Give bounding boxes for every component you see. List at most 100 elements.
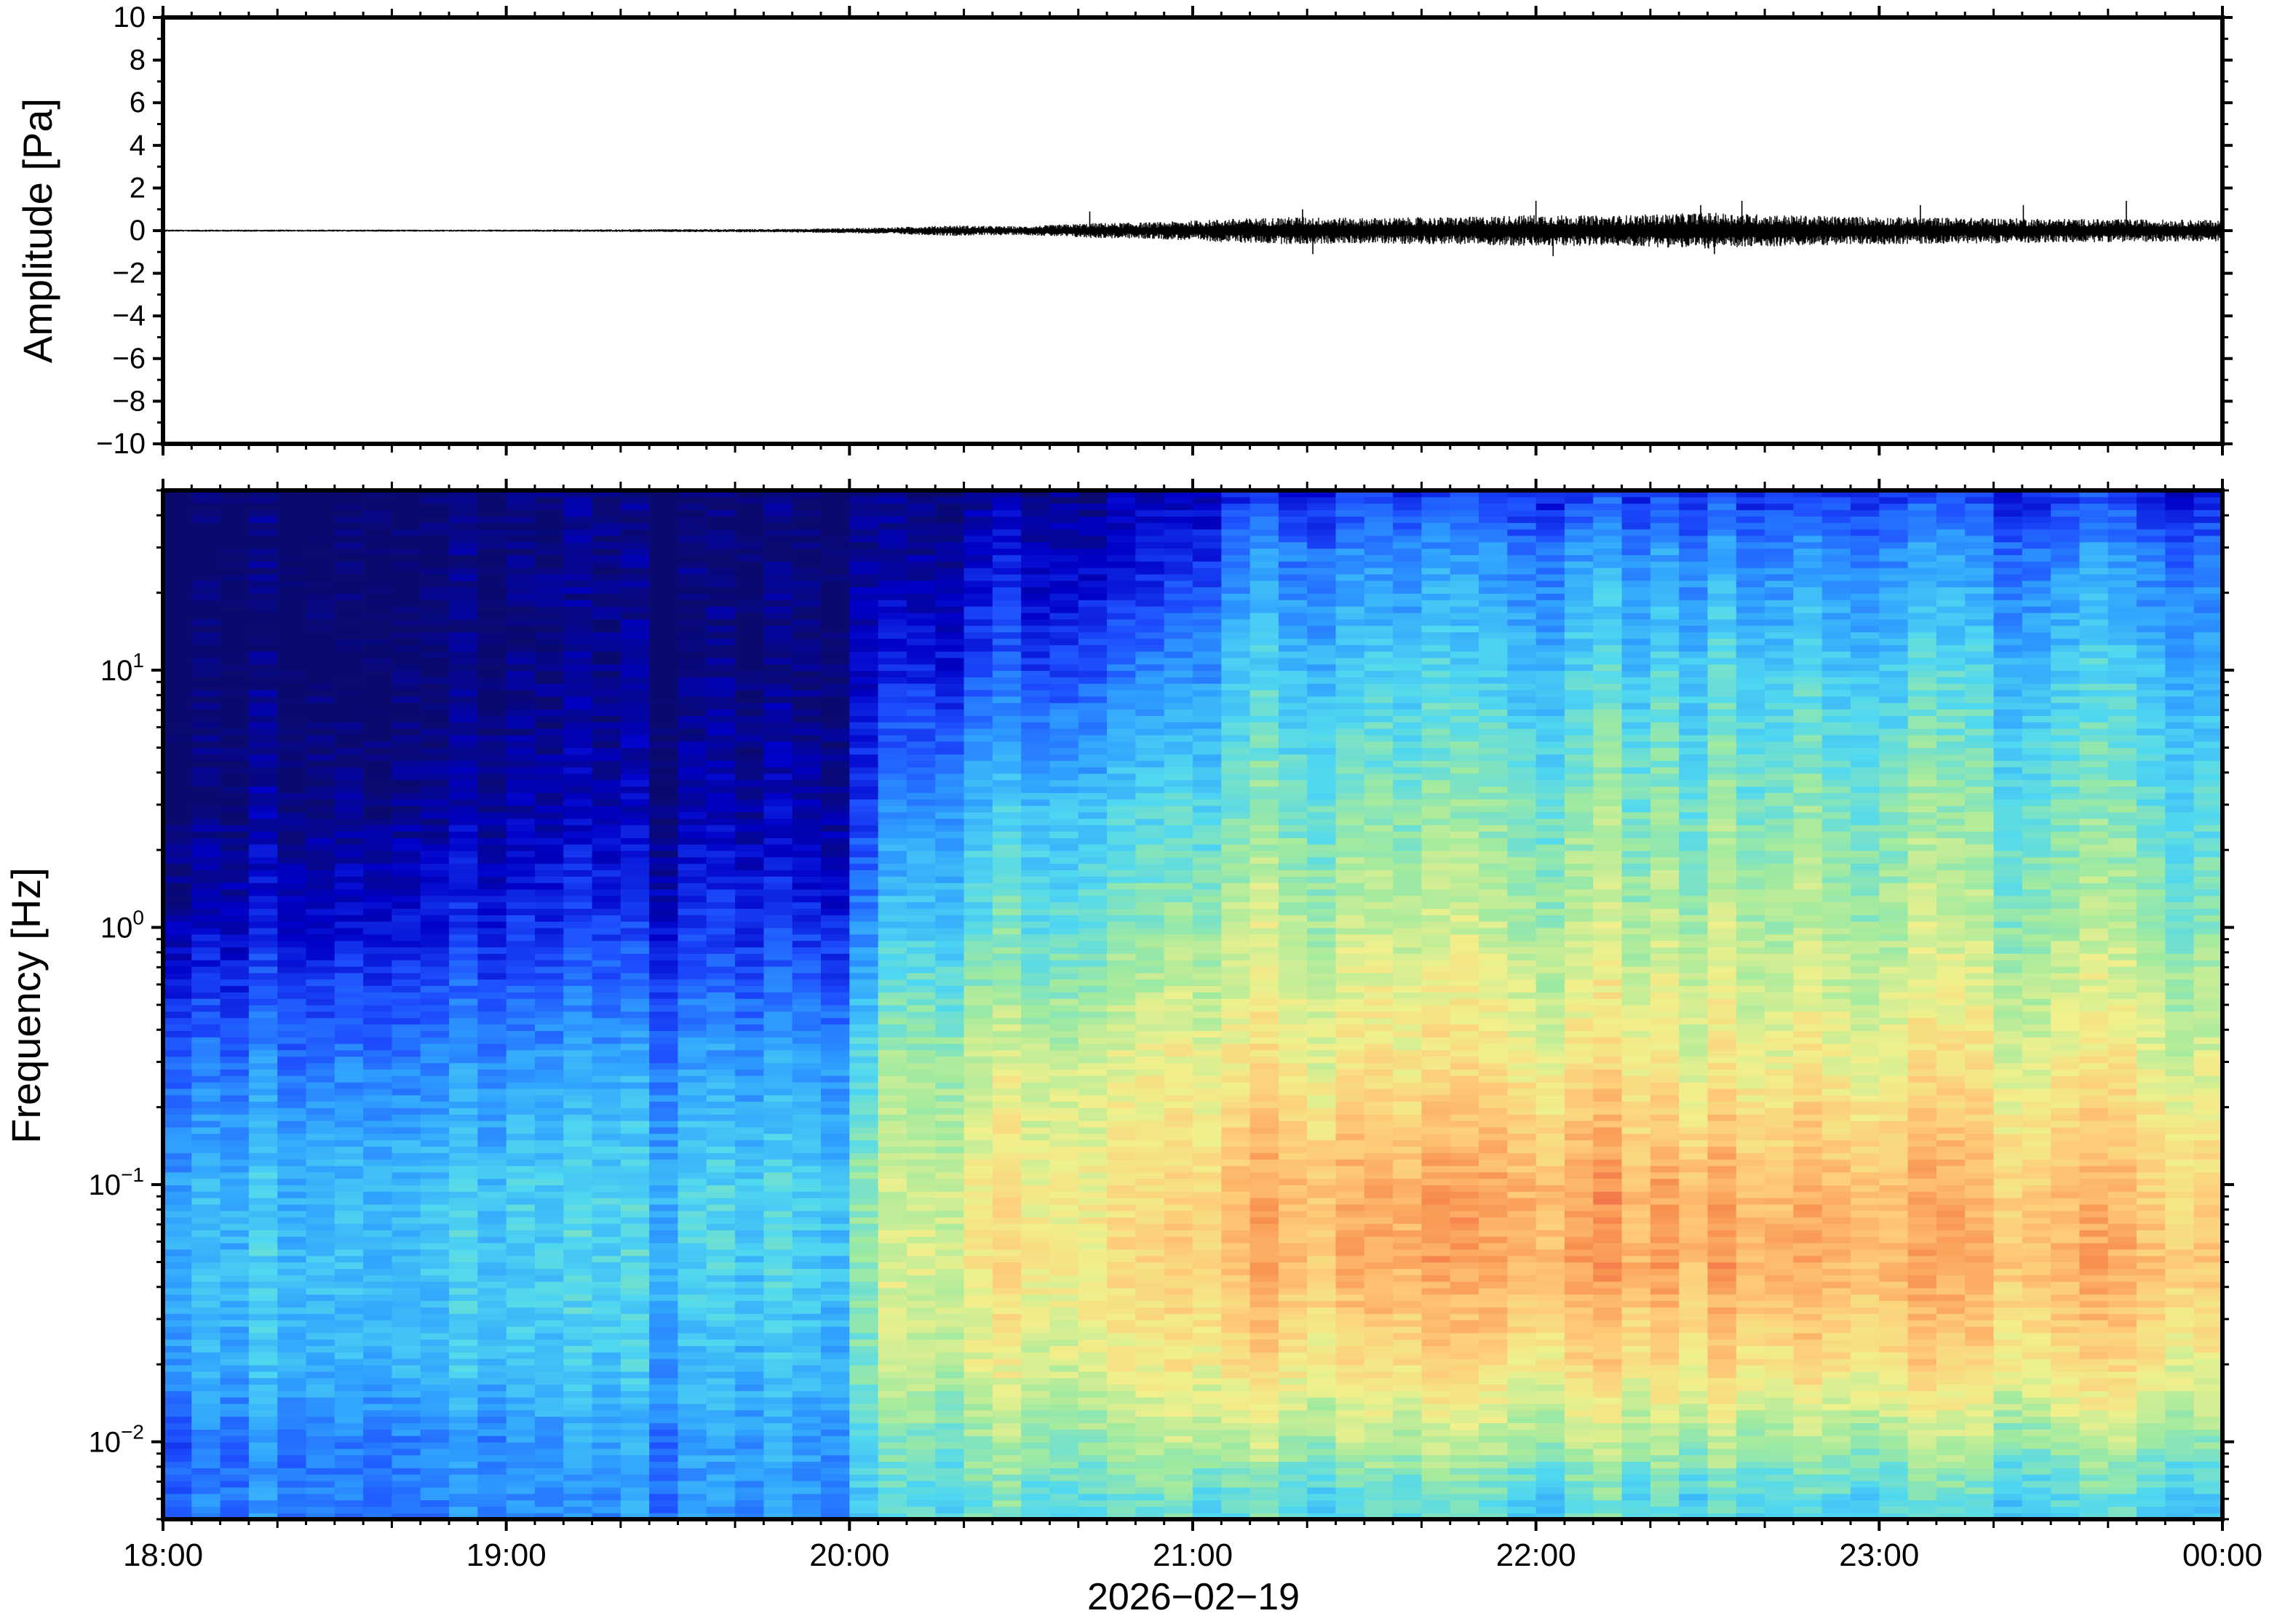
- spectrogram-cell: [649, 805, 679, 813]
- spectrogram-cell: [191, 824, 221, 832]
- spectrogram-cell: [449, 516, 478, 523]
- spectrogram-cell: [163, 1082, 192, 1089]
- spectrogram-cell: [248, 600, 278, 607]
- spectrogram-cell: [735, 1203, 765, 1211]
- spectrogram-cell: [935, 650, 965, 658]
- spectrogram-cell: [821, 568, 850, 575]
- spectrogram-cell: [534, 1500, 564, 1507]
- spectrogram-cell: [906, 1082, 936, 1089]
- spectrogram-cell: [334, 1178, 364, 1186]
- spectrogram-cell: [334, 1030, 364, 1038]
- spectrogram-cell: [534, 1307, 564, 1314]
- spectrogram-cell: [563, 709, 593, 716]
- spectrogram-cell: [763, 702, 793, 710]
- spectrogram-cell: [392, 1153, 421, 1160]
- spectrogram-cell: [220, 741, 250, 749]
- spectrogram-cell: [992, 1493, 1022, 1501]
- spectrogram-cell: [534, 998, 564, 1006]
- spectrogram-cell: [849, 1236, 879, 1243]
- spectrogram-cell: [592, 1281, 621, 1289]
- spectrogram-cell: [534, 1384, 564, 1391]
- spectrogram-cell: [191, 715, 221, 723]
- spectrogram-cell: [706, 541, 736, 549]
- spectrogram-cell: [849, 888, 879, 896]
- spectrogram-cell: [506, 541, 536, 549]
- spectrogram-cell: [334, 734, 364, 742]
- spectrogram-cell: [849, 844, 879, 851]
- spectrogram-cell: [706, 1062, 736, 1070]
- spectrogram-cell: [735, 856, 765, 864]
- spectrogram-cell: [792, 728, 822, 736]
- spectrogram-cell: [763, 696, 793, 704]
- spectrogram-cell: [306, 883, 335, 890]
- spectrogram-cell: [620, 1448, 650, 1456]
- spectrogram-cell: [449, 1062, 478, 1070]
- spectrogram-cell: [477, 1030, 507, 1038]
- spectrogram-cell: [963, 625, 993, 633]
- spectrogram-cell: [306, 728, 335, 736]
- spectrogram-cell: [277, 883, 307, 890]
- spectrogram-cell: [649, 1326, 679, 1334]
- spectrogram-cell: [191, 600, 221, 607]
- spectrogram-cell: [506, 1486, 536, 1494]
- spectrogram-cell: [677, 767, 707, 774]
- spectrogram-cell: [449, 490, 478, 498]
- spectrogram-cell: [620, 1114, 650, 1121]
- spectrogram-cell: [906, 709, 936, 716]
- spectrogram-cell: [821, 741, 850, 749]
- spectrogram-cell: [191, 1358, 221, 1366]
- spectrogram-cell: [449, 529, 478, 536]
- spectrogram-cell: [248, 1358, 278, 1366]
- spectrogram-cell: [477, 844, 507, 851]
- spectrogram-cell: [849, 1159, 879, 1166]
- spectrogram-cell: [592, 1242, 621, 1250]
- spectrogram-cell: [849, 1397, 879, 1404]
- spectrogram-cell: [963, 811, 993, 819]
- spectrogram-cell: [220, 1178, 250, 1186]
- spectrogram-cell: [392, 1403, 421, 1411]
- spectrogram-cell: [906, 689, 936, 697]
- spectrogram-cell: [306, 1313, 335, 1321]
- spectrogram-cell: [248, 915, 278, 922]
- spectrogram-cell: [392, 722, 421, 729]
- spectrogram-cell: [420, 1146, 450, 1153]
- spectrogram-cell: [248, 1429, 278, 1436]
- spectrogram-cell: [477, 702, 507, 710]
- spectrogram-cell: [821, 773, 850, 781]
- spectrogram-cell: [220, 522, 250, 530]
- spectrogram-cell: [963, 561, 993, 568]
- spectrogram-cell: [506, 1126, 536, 1134]
- spectrogram-cell: [592, 767, 621, 774]
- spectrogram-cell: [248, 548, 278, 555]
- spectrogram-cell: [420, 1454, 450, 1462]
- spectrogram-cell: [849, 1005, 879, 1012]
- spectrogram-cell: [935, 1377, 965, 1385]
- spectrogram-cell: [363, 992, 393, 999]
- spectrogram-cell: [449, 1146, 478, 1153]
- spectrogram-cell: [191, 760, 221, 768]
- spectrogram-cell: [420, 1198, 450, 1205]
- spectrogram-cell: [963, 760, 993, 768]
- spectrogram-column: [363, 490, 393, 1519]
- spectrogram-cell: [449, 876, 478, 883]
- spectrogram-cell: [735, 1011, 765, 1019]
- spectrogram-cell: [935, 1249, 965, 1257]
- spectrogram-cell: [849, 606, 879, 613]
- spectrogram-cell: [592, 1024, 621, 1031]
- spectrogram-cell: [334, 568, 364, 575]
- spectrogram-cell: [935, 985, 965, 992]
- spectrogram-cell: [534, 1049, 564, 1057]
- spectrogram-cell: [191, 1217, 221, 1225]
- spectrogram-cell: [477, 1313, 507, 1321]
- spectrogram-cell: [392, 1088, 421, 1096]
- spectrogram-cell: [963, 1126, 993, 1134]
- spectrogram-cell: [363, 516, 393, 523]
- spectrogram-cell: [849, 901, 879, 909]
- spectrogram-cell: [191, 901, 221, 909]
- spectrogram-cell: [392, 1474, 421, 1481]
- spectrogram-cell: [477, 677, 507, 684]
- spectrogram-cell: [534, 831, 564, 838]
- spectrogram-cell: [420, 1371, 450, 1379]
- spectrogram-column: [477, 490, 507, 1519]
- spectrogram-cell: [963, 728, 993, 736]
